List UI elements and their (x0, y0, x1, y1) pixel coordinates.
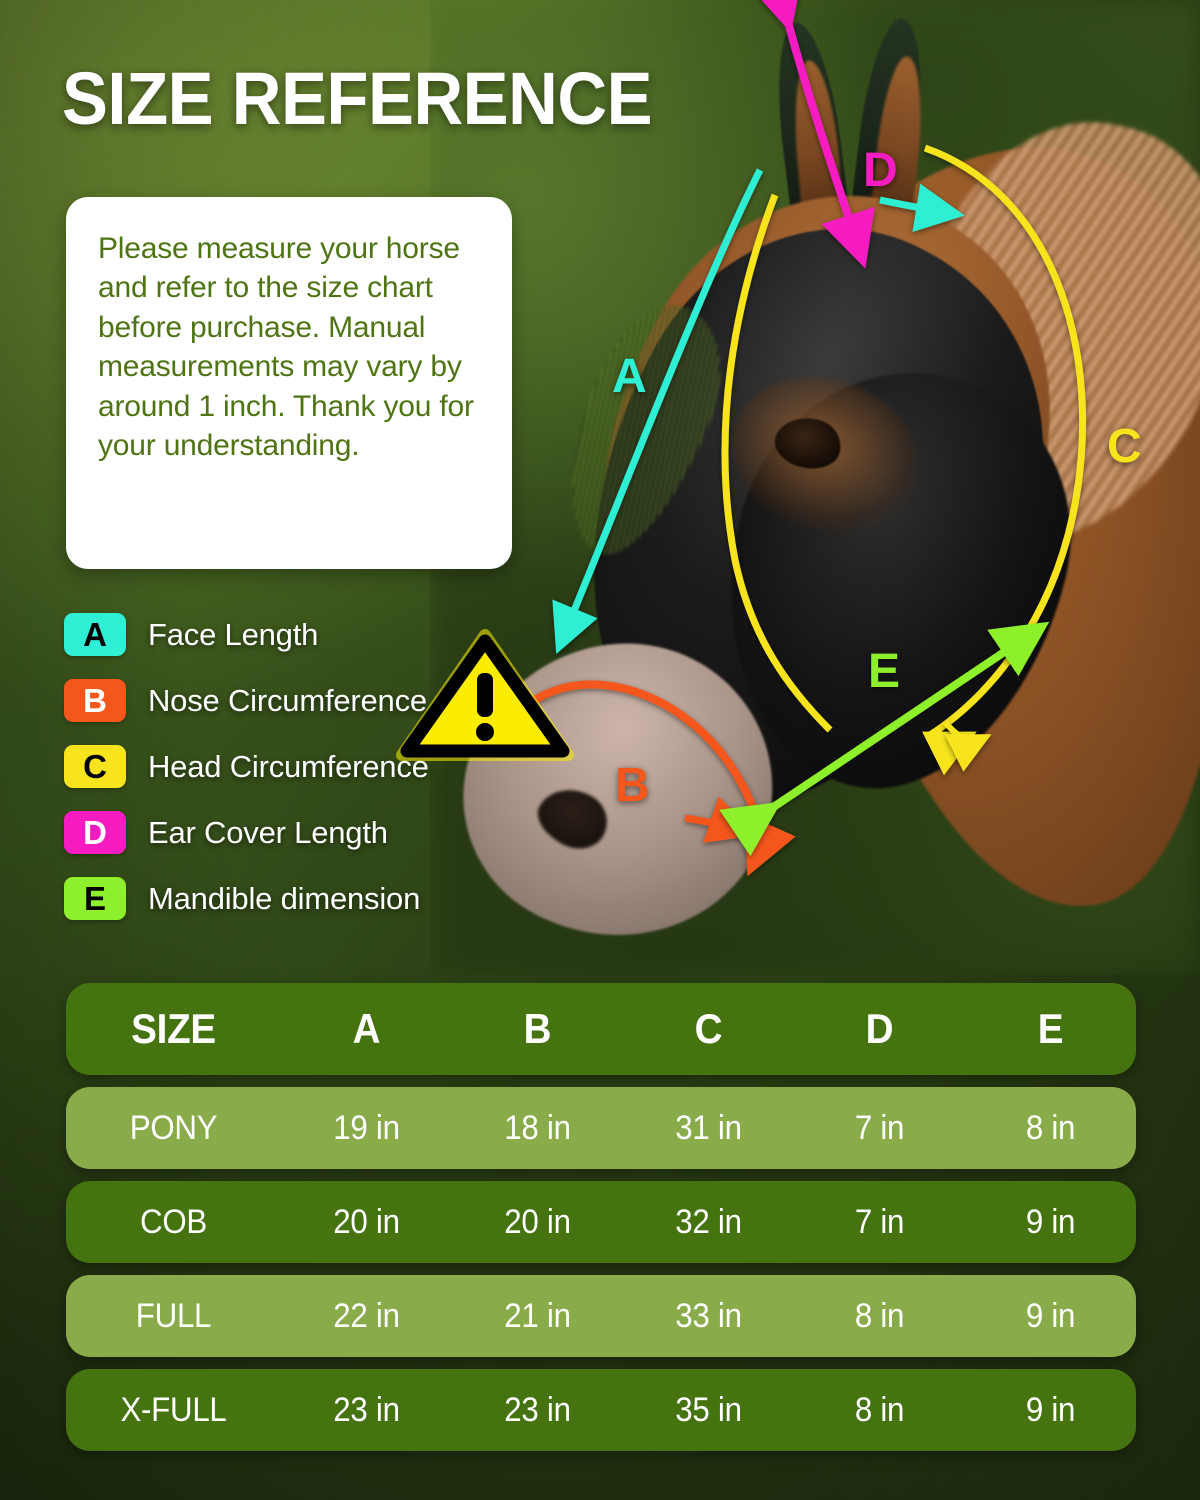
legend-label-b: Nose Circumference (148, 682, 427, 718)
legend-label-a: Face Length (148, 616, 319, 652)
row-xfull-d: 8 in (854, 1390, 905, 1429)
row-pony-e: 8 in (1025, 1108, 1076, 1147)
annotation-label-d: D (863, 144, 898, 197)
page-title: SIZE REFERENCE (62, 57, 653, 140)
row-pony-a: 19 in (333, 1108, 400, 1147)
row-xfull-a: 23 in (333, 1390, 400, 1429)
table-header-size: SIZE (131, 1005, 216, 1052)
row-cob-b: 20 in (504, 1202, 571, 1241)
table-header-b: B (523, 1005, 552, 1052)
annotation-label-c: C (1107, 420, 1142, 473)
row-full-d: 8 in (854, 1296, 905, 1335)
row-size-full: FULL (135, 1296, 212, 1335)
legend-badge-e: E (64, 877, 126, 920)
row-xfull-c: 35 in (675, 1390, 742, 1429)
row-pony-c: 31 in (675, 1108, 742, 1147)
row-full-a: 22 in (333, 1296, 400, 1335)
legend-badge-a: A (64, 613, 126, 656)
legend-item-e: E Mandible dimension (64, 874, 504, 923)
table-row: PONY 19 in 18 in 31 in 7 in 8 in (66, 1087, 1136, 1169)
table-row: X-FULL 23 in 23 in 35 in 8 in 9 in (66, 1369, 1136, 1451)
row-cob-d: 7 in (854, 1202, 905, 1241)
row-size-xfull: X-FULL (120, 1390, 227, 1429)
legend-item-d: D Ear Cover Length (64, 808, 504, 857)
legend-badge-b: B (64, 679, 126, 722)
legend-badge-d: D (64, 811, 126, 854)
row-xfull-b: 23 in (504, 1390, 571, 1429)
legend-item-b: B Nose Circumference (64, 676, 504, 725)
table-header-row: SIZE A B C D E (66, 983, 1136, 1075)
measurement-note-card: Please measure your horse and refer to t… (66, 197, 574, 761)
row-size-cob: COB (140, 1202, 207, 1241)
table-header-c: C (694, 1005, 723, 1052)
row-cob-e: 9 in (1025, 1202, 1076, 1241)
row-pony-d: 7 in (854, 1108, 905, 1147)
row-full-c: 33 in (675, 1296, 742, 1335)
table-row: FULL 22 in 21 in 33 in 8 in 9 in (66, 1275, 1136, 1357)
row-cob-a: 20 in (333, 1202, 400, 1241)
legend-label-d: Ear Cover Length (148, 814, 388, 850)
annotation-label-e: E (868, 645, 901, 698)
row-pony-b: 18 in (504, 1108, 571, 1147)
table-header-a: A (352, 1005, 381, 1052)
row-full-b: 21 in (504, 1296, 571, 1335)
table-row: COB 20 in 20 in 32 in 7 in 9 in (66, 1181, 1136, 1263)
table-header-d: D (865, 1005, 894, 1052)
legend-label-c: Head Circumference (148, 748, 429, 784)
row-size-pony: PONY (129, 1108, 218, 1147)
legend-item-c: C Head Circumference (64, 742, 504, 791)
row-xfull-e: 9 in (1025, 1390, 1076, 1429)
legend-badge-c: C (64, 745, 126, 788)
warning-triangle-icon (396, 629, 574, 761)
row-cob-c: 32 in (675, 1202, 742, 1241)
annotation-label-a: A (612, 350, 647, 403)
annotation-label-b: B (615, 759, 650, 812)
row-full-e: 9 in (1025, 1296, 1076, 1335)
horse-photo (430, 0, 1200, 975)
measurement-legend: A Face Length B Nose Circumference C Hea… (64, 610, 504, 940)
size-chart-table: SIZE A B C D E PONY 19 in 18 in 31 in 7 … (66, 983, 1136, 1463)
measurement-note-text: Please measure your horse and refer to t… (98, 232, 474, 463)
table-header-e: E (1037, 1005, 1064, 1052)
legend-label-e: Mandible dimension (148, 880, 421, 916)
legend-item-a: A Face Length (64, 610, 504, 659)
